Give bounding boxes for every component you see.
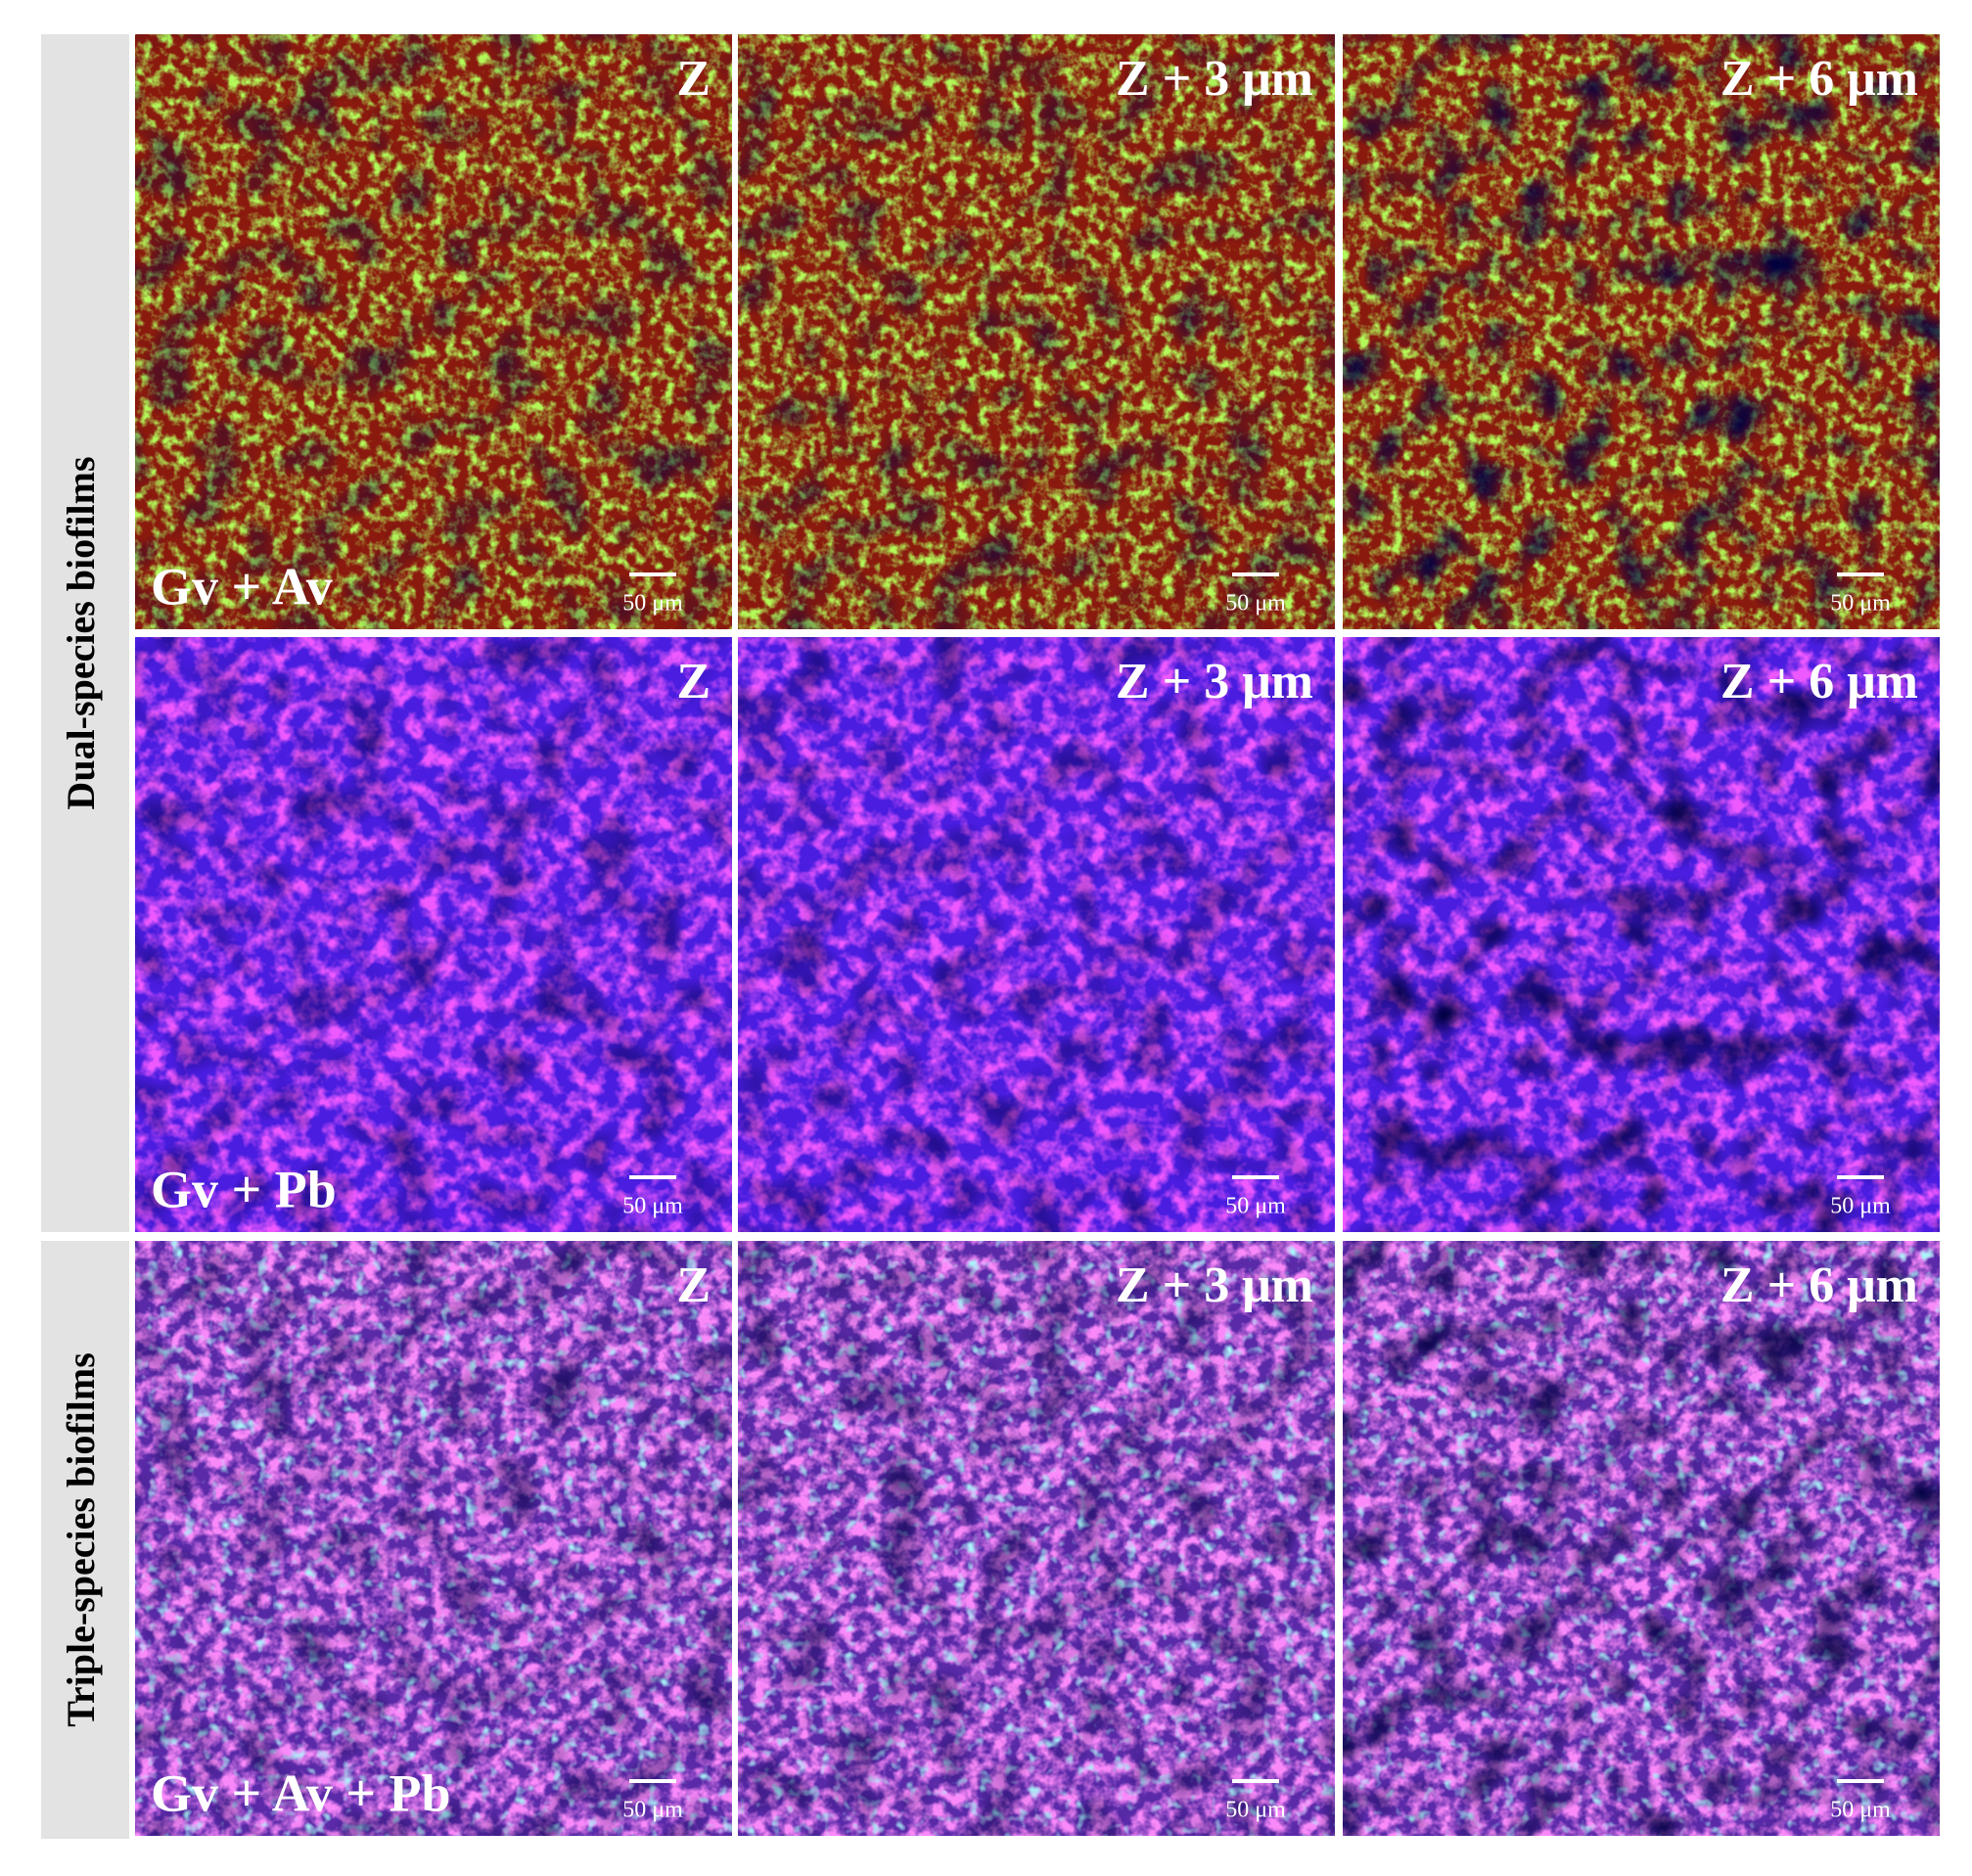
scale-bar	[1837, 572, 1884, 576]
panel-shadow	[1343, 1241, 1940, 1836]
panel-shadow	[135, 34, 732, 629]
depth-label: Z	[676, 51, 711, 107]
panel-shadow	[738, 34, 1335, 629]
scale-label: 50 μm	[1830, 1798, 1891, 1823]
panel-shadow	[135, 1241, 732, 1836]
scale-label: 50 μm	[1225, 1194, 1286, 1219]
depth-label: Z	[676, 654, 711, 709]
depth-label: Z + 3 μm	[1116, 654, 1313, 709]
depth-label: Z	[676, 1258, 711, 1313]
group-label: Dual-species biofilms	[59, 456, 103, 809]
scale-bar	[629, 1779, 676, 1783]
depth-label: Z + 3 μm	[1116, 51, 1313, 107]
scale-label: 50 μm	[622, 591, 683, 617]
scale-bar	[1232, 1779, 1279, 1783]
scale-label: 50 μm	[622, 1798, 683, 1823]
species-label: Gv + Pb	[151, 1160, 337, 1218]
micrograph-panel: Z + 6 μm 50 μm	[1343, 1241, 1940, 1836]
scale-bar	[1232, 1175, 1279, 1179]
depth-label: Z + 6 μm	[1720, 654, 1918, 709]
micrograph-panel: Z + 6 μm 50 μm	[1343, 34, 1940, 629]
scale-bar	[1232, 572, 1279, 576]
depth-label: Z + 3 μm	[1116, 1258, 1313, 1313]
scale-bar	[629, 1175, 676, 1179]
micrograph-panel: Z + 3 μm 50 μm	[738, 637, 1335, 1232]
group-bar	[41, 34, 129, 1232]
scale-label: 50 μm	[1225, 1798, 1286, 1823]
depth-label: Z + 6 μm	[1720, 51, 1918, 107]
group-bar	[41, 1241, 129, 1839]
micrograph-panel: Z 50 μm	[135, 34, 732, 629]
panel-shadow	[1343, 637, 1940, 1232]
scale-label: 50 μm	[622, 1194, 683, 1219]
micrograph-panel: Z + 6 μm 50 μm	[1343, 637, 1940, 1232]
micrograph-panel: Z 50 μm	[135, 637, 732, 1232]
species-label: Gv + Av + Pb	[151, 1763, 451, 1822]
scale-label: 50 μm	[1830, 1194, 1891, 1219]
panel-shadow	[738, 637, 1335, 1232]
scale-bar	[1837, 1779, 1884, 1783]
panel-shadow	[738, 1241, 1335, 1836]
panel-shadow	[1343, 34, 1940, 629]
group-label: Triple-species biofilms	[59, 1352, 103, 1727]
scale-label: 50 μm	[1830, 591, 1891, 617]
scale-bar	[629, 572, 676, 576]
species-label: Gv + Av	[151, 557, 333, 616]
scale-bar	[1837, 1175, 1884, 1179]
micrograph-panel: Z + 3 μm 50 μm	[738, 34, 1335, 629]
depth-label: Z + 6 μm	[1720, 1258, 1918, 1313]
scale-label: 50 μm	[1225, 591, 1286, 617]
panel-shadow	[135, 637, 732, 1232]
micrograph-panel: Z 50 μm	[135, 1241, 732, 1836]
micrograph-panel: Z + 3 μm 50 μm	[738, 1241, 1335, 1836]
